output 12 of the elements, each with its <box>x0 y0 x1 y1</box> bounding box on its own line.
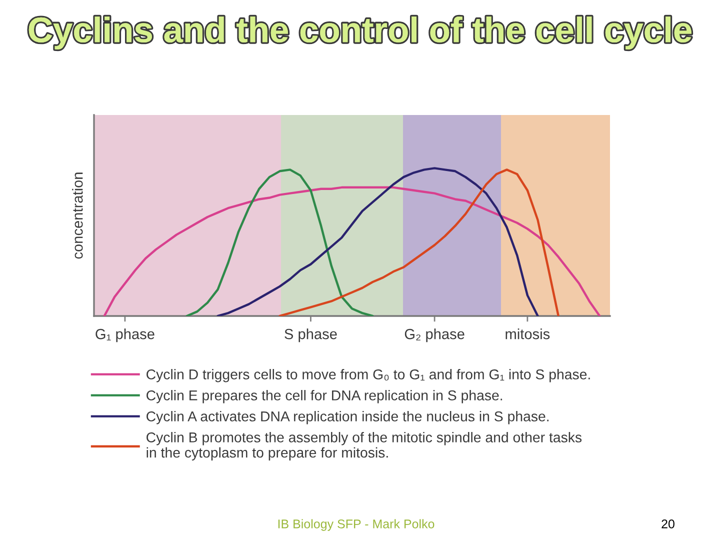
text: IB Biology SFP - Mark Polko <box>278 519 434 531</box>
text: 20 <box>662 520 674 528</box>
x-tick-label: G₂ phase <box>404 328 464 342</box>
legend-label: Cyclin E prepares the cell for DNA replication in S phase. <box>146 390 502 404</box>
x-tick-label: G₁ phase <box>96 328 154 342</box>
legend-label: Cyclin A activates DNA replication inside the nucleus in S phase. <box>146 410 549 424</box>
legend-label: Cyclin B promotes the assembly of the mitotic spindle and other tasks in the cytoplasm to prepare for mitosis. <box>146 432 582 460</box>
chart-title: Cyclins and the control of the cell cycle <box>28 16 692 50</box>
x-tick-label: S phase <box>284 328 337 342</box>
legend-label: Cyclin D triggers cells to move from G₀ to G₁ and from G₁ into S phase. <box>146 369 590 382</box>
y-axis-title: concentration <box>72 172 83 259</box>
x-tick-label: mitosis <box>506 328 550 340</box>
